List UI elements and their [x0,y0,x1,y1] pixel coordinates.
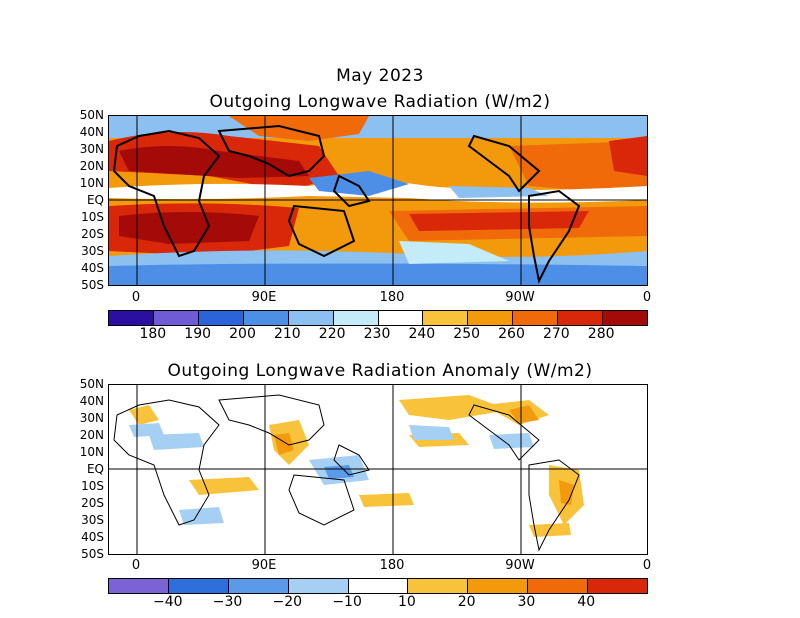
lat-label: 40N [79,394,104,408]
colorbar-swatch [198,311,244,325]
colorbar-label: 200 [229,326,256,342]
lat-label: 30N [79,142,104,156]
colorbar-label: 20 [457,594,476,610]
lat-label: 40S [81,261,104,275]
colorbar-label: 220 [318,326,346,342]
lat-label: 40S [81,530,104,544]
lat-label: 20S [81,496,104,510]
colorbar-swatch [288,311,334,325]
lon-label: 0 [642,558,652,573]
lat-label: 10S [81,210,104,224]
lon-label: 180 [379,558,405,573]
olr-map [108,115,648,286]
lon-label: 0 [131,558,141,573]
lat-label: 20N [79,428,104,442]
olr-anomaly-map [108,384,648,555]
lat-label: 10N [79,176,104,190]
colorbar-swatch [408,579,469,593]
date-title: May 2023 [336,66,424,86]
colorbar-label: 190 [184,326,212,342]
lon-label: 90E [251,290,277,305]
colorbar-label: 240 [408,326,436,342]
lat-label: 40N [79,125,104,139]
lat-label: 20N [79,159,104,173]
colorbar-swatch [378,311,424,325]
lon-label: 0 [642,290,652,305]
colorbar-label: 250 [453,326,481,342]
colorbar-label: −30 [212,594,243,610]
lon-label: 90W [505,290,535,305]
top-map-title: Outgoing Longwave Radiation (W/m2) [209,92,551,112]
colorbar-swatch [243,311,289,325]
colorbar-swatch [168,579,229,593]
colorbar-swatch [333,311,379,325]
colorbar-swatch [153,311,199,325]
colorbar-swatch [513,311,559,325]
colorbar-label: 40 [577,594,596,610]
colorbar-swatch [558,311,604,325]
lat-label: 50S [81,278,104,292]
lat-label: 10S [81,479,104,493]
colorbar-label: 270 [542,326,570,342]
colorbar-swatch [603,311,648,325]
lon-label: 90E [251,558,277,573]
olr-colorbar [108,310,648,326]
lon-label: 180 [379,290,405,305]
lat-label: 30S [81,244,104,258]
lat-label: 50N [79,377,104,391]
bottom-map-title: Outgoing Longwave Radiation Anomaly (W/m… [167,361,593,381]
colorbar-label: 280 [587,326,615,342]
colorbar-label: −10 [332,594,362,610]
colorbar-swatch [588,579,648,593]
colorbar-swatch [228,579,289,593]
lat-label: 30S [81,513,104,527]
colorbar-label: 30 [517,594,536,610]
lon-label: 0 [131,290,141,305]
colorbar-label: −40 [152,594,183,610]
colorbar-swatch [109,579,169,593]
lat-label: EQ [86,193,104,207]
colorbar-swatch [468,311,514,325]
colorbar-swatch [528,579,589,593]
colorbar-label: 10 [397,594,416,610]
colorbar-label: 210 [273,326,301,342]
colorbar-label: 260 [498,326,525,342]
lat-label: 50N [79,108,104,122]
colorbar-swatch [109,311,154,325]
colorbar-label: −20 [272,594,303,610]
colorbar-label: 230 [363,326,391,342]
lat-label: EQ [86,462,104,476]
colorbar-label: 180 [139,326,167,342]
colorbar-swatch [288,579,349,593]
colorbar-swatch [348,579,409,593]
lat-label: 10N [79,445,104,459]
lat-label: 50S [81,547,104,561]
olr-anomaly-colorbar [108,578,648,594]
lat-label: 30N [79,411,104,425]
lon-label: 90W [505,558,535,573]
lat-label: 20S [81,227,104,241]
colorbar-swatch [468,579,529,593]
colorbar-swatch [423,311,469,325]
